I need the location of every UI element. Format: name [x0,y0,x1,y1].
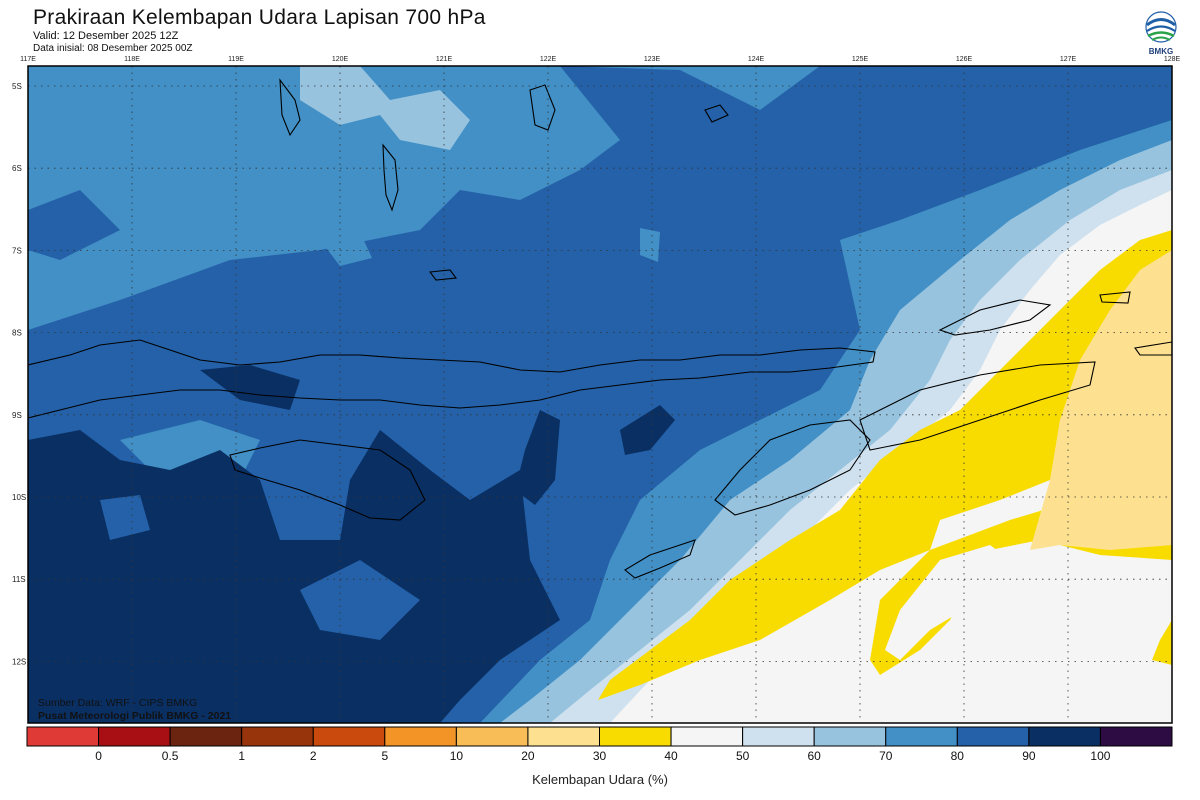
credit-org: Pusat Meteorologi Publik BMKG - 2021 [38,710,231,722]
colorbar-tick-label: 90 [1022,749,1036,763]
colorbar-swatch [956,726,1030,747]
island-coast [279,78,301,137]
colorbar-tick-label: 100 [1090,749,1110,763]
island-coast [624,539,696,579]
colorbar-swatch [455,726,529,747]
colorbar-tick-label: 1 [238,749,245,763]
colorbar-tick-label: 2 [310,749,317,763]
island-coast [229,439,426,521]
colorbar-tick-label: 20 [521,749,535,763]
lon-label: 118E [124,56,140,63]
colorbar: 0 0.5 1 2 5 10 20 30 40 50 60 70 80 90 100 [26,726,1173,763]
lon-label: 119E [228,56,244,63]
colorbar-swatch [312,726,386,747]
map-title: Prakiraan Kelembapan Udara Lapisan 700 h… [33,6,486,29]
colorbar-swatch [169,726,243,747]
colorbar-swatch [98,726,171,747]
colorbar-tick-label: 60 [808,749,822,763]
rh-90-100-area [100,495,150,540]
rh-50-60-area [885,545,1010,660]
colorbar-tick-label: 40 [664,749,678,763]
colorbar-tick-label: 80 [951,749,965,763]
colorbar-swatch [599,726,672,747]
lat-label: 10S [12,493,26,502]
island-coast [714,419,871,516]
island-coast [428,269,458,281]
rh-70-80-area [300,66,470,150]
colorbar-tick-label: 50 [736,749,750,763]
island-coast [704,104,729,123]
lon-label: 123E [644,56,661,63]
colorbar-tick-label: 30 [593,749,607,763]
lon-label: 122E [540,56,557,63]
lon-label: 126E [956,56,973,63]
lon-label: 120E [332,56,349,63]
colorbar-swatch [1028,726,1101,747]
valid-time: Valid: 12 Desember 2025 12Z [33,30,179,42]
rh-100-area [515,410,560,505]
island-coast [938,299,1052,336]
colorbar-swatch [241,726,314,747]
island-coast [859,361,1096,451]
colorbar-tick-label: 5 [381,749,388,763]
colorbar-swatch [26,726,100,747]
colorbar-swatch [885,726,958,747]
colorbar-swatch [742,726,815,747]
colorbar-swatch [1099,726,1173,747]
colorbar-swatch [527,726,600,747]
island-coast [28,339,876,419]
island-coast [1099,291,1131,304]
bmkg-logo: BMKG [1145,11,1177,56]
init-time: Data inisial: 08 Desember 2025 00Z [33,43,193,54]
humidity-field [28,66,1172,723]
lat-label: 12S [12,657,26,666]
lon-label: 117E [20,56,36,63]
island-coast [1134,341,1172,356]
logo-text: BMKG [1149,47,1173,56]
rh-100-area [200,365,300,410]
colorbar-swatch [384,726,457,747]
colorbar-title: Kelembapan Udara (%) [532,772,668,787]
rh-100-area [28,430,560,723]
lon-label: 127E [1060,56,1077,63]
lat-label: 11S [12,575,26,584]
lon-labels: 117E 118E 119E 120E 121E 122E 123E 124E 125E 126E… [20,56,1180,63]
rh-90-100-area [890,66,1040,150]
lon-label: 128E [1164,56,1181,63]
graticule [28,66,1172,723]
rh-30-40-area [1030,250,1172,550]
coastlines [28,78,1172,579]
island-coast [382,143,399,212]
credit-source: Sumber Data: WRF - CIPS BMKG [38,697,197,709]
colorbar-tick-label: 10 [450,749,464,763]
rh-100-area [620,405,675,455]
lon-label: 124E [748,56,765,63]
rh-80-90-area [640,228,660,262]
colorbar-swatch [670,726,744,747]
lat-labels: 5S 6S 7S 8S 9S 10S 11S 12S [12,82,26,666]
lon-label: 121E [436,56,453,63]
colorbar-tick-label: 70 [879,749,893,763]
lat-label: 7S [12,246,22,255]
lat-label: 5S [12,82,22,91]
rh-40-50-area [1152,620,1172,665]
map-frame [27,65,1173,724]
lon-label: 125E [852,56,869,63]
lat-label: 6S [12,164,22,173]
rh-40-50-area [598,230,1172,700]
rh-80-90-area [320,232,372,266]
colorbar-swatch [813,726,887,747]
rh-90-100-area [28,190,120,260]
colorbar-tick-label: 0.5 [162,749,179,763]
lat-label: 9S [12,411,22,420]
lat-label: 8S [12,329,22,338]
colorbar-tick-label: 0 [95,749,102,763]
rh-90-100-area [300,560,420,640]
